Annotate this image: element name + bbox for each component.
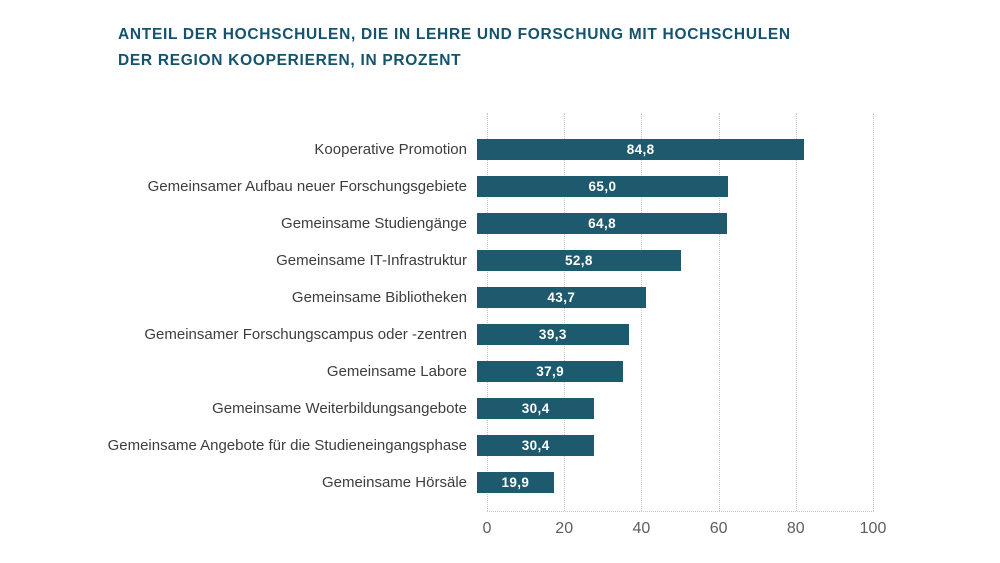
bar: 39,3 — [477, 324, 629, 345]
bar-value-label: 64,8 — [588, 216, 616, 231]
bar: 43,7 — [477, 287, 646, 308]
bar-row: Gemeinsamer Forschungscampus oder -zentr… — [0, 316, 1000, 353]
bar: 52,8 — [477, 250, 681, 271]
bar: 65,0 — [477, 176, 728, 197]
gridline-0 — [487, 113, 488, 511]
bar-rows: Kooperative Promotion 84,8 Gemeinsamer Auf… — [0, 131, 1000, 501]
bar-row: Gemeinsamer Aufbau neuer Forschungsgebie… — [0, 168, 1000, 205]
bar-row: Gemeinsame Labore 37,9 — [0, 353, 1000, 390]
bar-value-label: 52,8 — [564, 253, 593, 268]
gridline-40 — [641, 113, 643, 511]
bar: 19,9 — [477, 472, 554, 493]
gridline-20 — [564, 113, 566, 511]
bar-row: Gemeinsame Studiengänge 64,8 — [0, 205, 1000, 242]
gridline-80 — [795, 113, 797, 511]
bar-value-label: 30,4 — [521, 401, 550, 416]
x-tick-label: 20 — [555, 520, 574, 537]
category-label: Gemeinsamer Aufbau neuer Forschungsgebie… — [147, 178, 467, 195]
bar: 84,8 — [477, 139, 805, 160]
gridline-100 — [873, 113, 874, 511]
chart-title-line2: DER REGION KOOPERIEREN, IN PROZENT — [118, 52, 462, 69]
category-label: Gemeinsame Studiengänge — [281, 215, 467, 232]
bar-row: Gemeinsame IT-Infrastruktur 52,8 — [0, 242, 1000, 279]
category-label: Gemeinsame Bibliotheken — [291, 289, 467, 306]
bar: 37,9 — [477, 361, 624, 382]
chart-title-line1: ANTEIL DER HOCHSCHULEN, DIE IN LEHRE UND… — [118, 26, 791, 43]
bar-row: Kooperative Promotion 84,8 — [0, 131, 1000, 168]
category-label: Gemeinsamer Forschungscampus oder -zentr… — [144, 326, 467, 343]
x-tick-label: 40 — [632, 520, 651, 537]
plot-area: Kooperative Promotion 84,8 Gemeinsamer Auf… — [0, 113, 1000, 537]
bar-row: Gemeinsame Angebote für die Studieneinga… — [0, 427, 1000, 464]
bar: 30,4 — [477, 435, 595, 456]
category-label: Gemeinsame Weiterbildungsangebote — [212, 400, 467, 417]
bar-value-label: 65,0 — [588, 179, 617, 194]
bar-value-label: 39,3 — [538, 327, 567, 342]
bar-row: Gemeinsame Weiterbildungsangebote 30,4 — [0, 390, 1000, 427]
category-label: Gemeinsame Angebote für die Studieneinga… — [107, 437, 467, 454]
bar-value-label: 30,4 — [521, 438, 550, 453]
x-axis-line — [487, 511, 874, 512]
bar-row: Gemeinsame Bibliotheken 43,7 — [0, 279, 1000, 316]
bar: 64,8 — [477, 213, 728, 234]
chart-title: ANTEIL DER HOCHSCHULEN, DIE IN LEHRE UND… — [118, 22, 791, 74]
gridline-60 — [718, 113, 720, 511]
bar-value-label: 84,8 — [626, 142, 655, 157]
category-label: Gemeinsame Hörsäle — [321, 474, 467, 491]
x-tick-label: 60 — [709, 520, 728, 537]
category-label: Gemeinsame IT-Infrastruktur — [276, 252, 467, 269]
bar-value-label: 37,9 — [536, 364, 565, 379]
bar-row: Gemeinsame Hörsäle 19,9 — [0, 464, 1000, 501]
category-label: Gemeinsame Labore — [326, 363, 467, 380]
x-tick-label: 100 — [859, 520, 887, 537]
bar-value-label: 43,7 — [547, 290, 576, 305]
category-label: Kooperative Promotion — [314, 141, 467, 158]
x-tick-label: 0 — [482, 520, 492, 537]
bar: 30,4 — [477, 398, 595, 419]
bar-value-label: 19,9 — [501, 475, 530, 490]
x-tick-label: 80 — [786, 520, 805, 537]
